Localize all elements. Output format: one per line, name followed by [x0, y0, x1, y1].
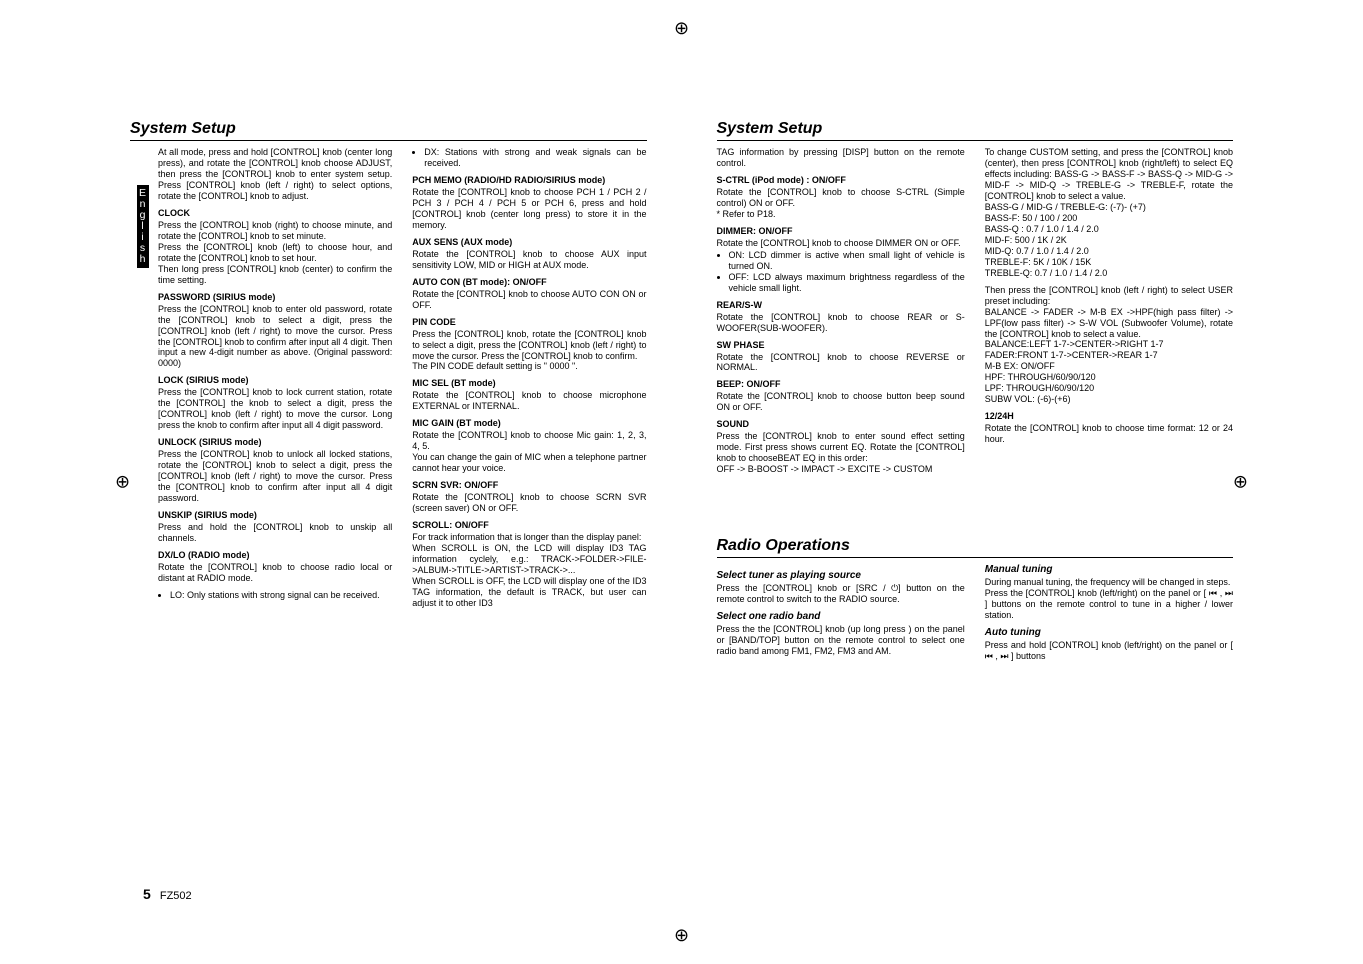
scrn-body: Rotate the [CONTROL] knob to choose SCRN… [412, 492, 646, 514]
intro-text: At all mode, press and hold [CONTROL] kn… [158, 147, 392, 202]
lock-body: Press the [CONTROL] knob to lock current… [158, 387, 392, 431]
footer: 5 FZ502 [143, 886, 192, 902]
registration-mark-left: ⊕ [115, 472, 130, 493]
aux-heading: AUX SENS (AUX mode) [412, 237, 646, 248]
pch-body: Rotate the [CONTROL] knob to choose PCH … [412, 187, 646, 231]
clock-heading: CLOCK [158, 208, 392, 219]
custom-body: To change CUSTOM setting, and press the … [985, 147, 1233, 279]
pin-body: Press the [CONTROL] knob, rotate the [CO… [412, 329, 646, 373]
lock-heading: LOCK (SIRIUS mode) [158, 375, 392, 386]
swphase-heading: SW PHASE [717, 340, 965, 351]
sound-heading: SOUND [717, 419, 965, 430]
dxlo-dx-item: DX: Stations with strong and weak signal… [424, 147, 646, 169]
scroll-body: For track information that is longer tha… [412, 532, 646, 609]
aux-body: Rotate the [CONTROL] knob to choose AUX … [412, 249, 646, 271]
left-columns: At all mode, press and hold [CONTROL] kn… [130, 147, 647, 611]
registration-mark-top: ⊕ [674, 18, 689, 39]
left-page: System Setup At all mode, press and hold… [130, 120, 647, 666]
manual-tuning-heading: Manual tuning [985, 564, 1233, 576]
page-number: 5 [143, 886, 151, 902]
scrn-heading: SCRN SVR: ON/OFF [412, 480, 646, 491]
section-title-system-setup-right: System Setup [717, 120, 1234, 141]
right-page: System Setup TAG information by pressing… [717, 120, 1234, 666]
model-label: FZ502 [160, 890, 192, 902]
dimmer-list: ON: LCD dimmer is active when small ligh… [717, 250, 965, 294]
dxlo-list-2: DX: Stations with strong and weak signal… [412, 147, 646, 169]
unskip-body: Press and hold the [CONTROL] knob to uns… [158, 522, 392, 544]
dxlo-heading: DX/LO (RADIO mode) [158, 550, 392, 561]
auto-tuning-body: Press and hold [CONTROL] knob (left/righ… [985, 640, 1233, 662]
user-body: Then press the [CONTROL] knob (left / ri… [985, 285, 1233, 406]
micsel-body: Rotate the [CONTROL] knob to choose micr… [412, 390, 646, 412]
section-title-radio-operations: Radio Operations [717, 537, 1234, 558]
swphase-body: Rotate the [CONTROL] knob to choose REVE… [717, 352, 965, 374]
select-band-heading: Select one radio band [717, 611, 965, 623]
unlock-body: Press the [CONTROL] knob to unlock all l… [158, 449, 392, 504]
unlock-heading: UNLOCK (SIRIUS mode) [158, 437, 392, 448]
dxlo-list: LO: Only stations with strong signal can… [158, 590, 392, 601]
autocon-body: Rotate the [CONTROL] knob to choose AUTO… [412, 289, 646, 311]
autocon-heading: AUTO CON (BT mode): ON/OFF [412, 277, 646, 288]
h12-heading: 12/24H [985, 411, 1233, 422]
pch-heading: PCH MEMO (RADIO/HD RADIO/SIRIUS mode) [412, 175, 646, 186]
dimmer-off-item: OFF: LCD always maximum brightness regar… [729, 272, 965, 294]
dxlo-lo-item: LO: Only stations with strong signal can… [170, 590, 392, 601]
page: ⊕ ⊕ ⊕ ⊕ English System Setup At all mode… [0, 0, 1363, 964]
dxlo-body: Rotate the [CONTROL] knob to choose radi… [158, 562, 392, 584]
beep-heading: BEEP: ON/OFF [717, 379, 965, 390]
dimmer-on-item: ON: LCD dimmer is active when small ligh… [729, 250, 965, 272]
right-lower-columns: Select tuner as playing source Press the… [717, 564, 1234, 666]
language-tab: English [137, 185, 149, 268]
pin-heading: PIN CODE [412, 317, 646, 328]
sound-body: Press the [CONTROL] knob to enter sound … [717, 431, 965, 475]
h12-body: Rotate the [CONTROL] knob to choose time… [985, 423, 1233, 445]
rear-heading: REAR/S-W [717, 300, 965, 311]
dimmer-body: Rotate the [CONTROL] knob to choose DIMM… [717, 238, 965, 249]
rear-body: Rotate the [CONTROL] knob to choose REAR… [717, 312, 965, 334]
beep-body: Rotate the [CONTROL] knob to choose butt… [717, 391, 965, 413]
select-tuner-heading: Select tuner as playing source [717, 570, 965, 582]
dimmer-heading: DIMMER: ON/OFF [717, 226, 965, 237]
section-title-system-setup-left: System Setup [130, 120, 647, 141]
micsel-heading: MIC SEL (BT mode) [412, 378, 646, 389]
password-body: Press the [CONTROL] knob to enter old pa… [158, 304, 392, 370]
tag-body: TAG information by pressing [DISP] butto… [717, 147, 965, 169]
auto-tuning-heading: Auto tuning [985, 627, 1233, 639]
manual-tuning-body: During manual tuning, the frequency will… [985, 577, 1233, 621]
clock-body: Press the [CONTROL] knob (right) to choo… [158, 220, 392, 286]
micgain-heading: MIC GAIN (BT mode) [412, 418, 646, 429]
scroll-heading: SCROLL: ON/OFF [412, 520, 646, 531]
select-tuner-body: Press the [CONTROL] knob or [SRC / ⏻] bu… [717, 583, 965, 605]
right-upper-columns: TAG information by pressing [DISP] butto… [717, 147, 1234, 497]
spread: System Setup At all mode, press and hold… [130, 120, 1233, 666]
sctrl-body: Rotate the [CONTROL] knob to choose S-CT… [717, 187, 965, 220]
select-band-body: Press the the [CONTROL] knob (up long pr… [717, 624, 965, 657]
sctrl-heading: S-CTRL (iPod mode) : ON/OFF [717, 175, 965, 186]
unskip-heading: UNSKIP (SIRIUS mode) [158, 510, 392, 521]
registration-mark-bottom: ⊕ [674, 925, 689, 946]
password-heading: PASSWORD (SIRIUS mode) [158, 292, 392, 303]
registration-mark-right: ⊕ [1233, 472, 1248, 493]
micgain-body: Rotate the [CONTROL] knob to choose Mic … [412, 430, 646, 474]
